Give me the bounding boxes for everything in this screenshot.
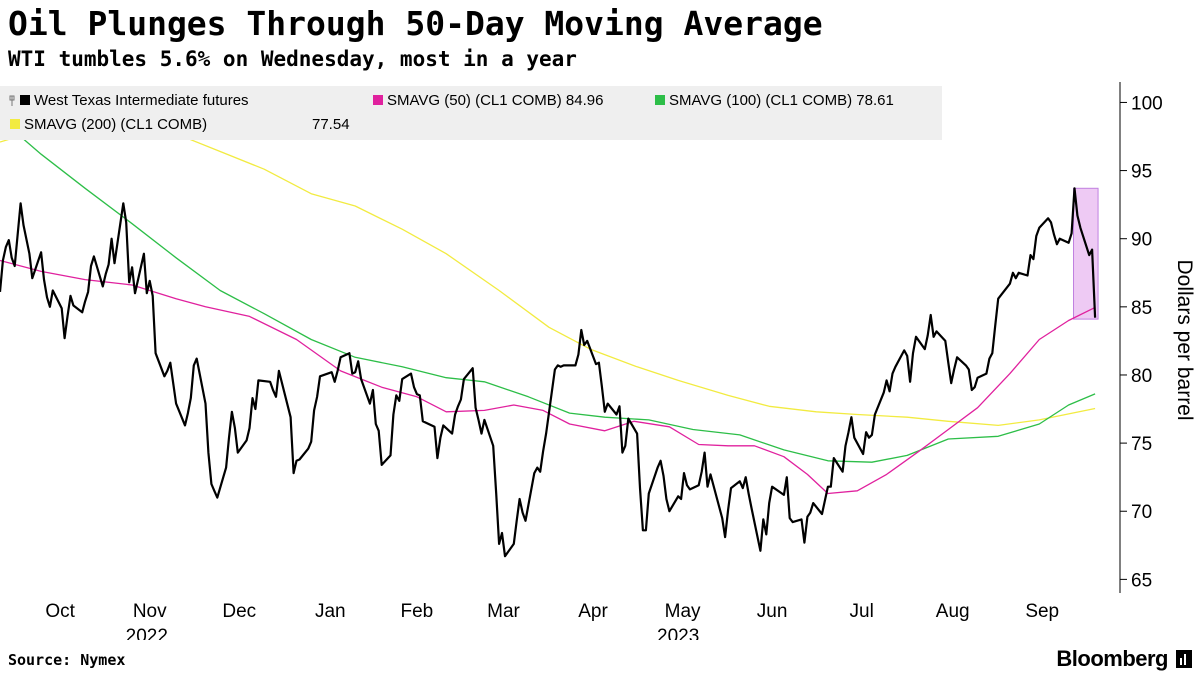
x-tick-label: Oct bbox=[45, 601, 75, 622]
bloomberg-terminal-icon bbox=[1176, 650, 1192, 668]
source-note: Source: Nymex bbox=[8, 651, 126, 669]
chart-subtitle: WTI tumbles 5.6% on Wednesday, most in a… bbox=[8, 47, 577, 71]
x-year-label: 2022 bbox=[126, 626, 168, 640]
x-tick-label: Nov bbox=[133, 601, 167, 622]
legend-label: SMAVG (100) (CL1 COMB) 78.61 bbox=[669, 92, 894, 109]
legend-swatch bbox=[10, 119, 20, 129]
x-tick-label: Mar bbox=[487, 601, 520, 622]
legend-label: SMAVG (50) (CL1 COMB) 84.96 bbox=[387, 92, 603, 109]
y-tick-label: 90 bbox=[1131, 230, 1152, 251]
x-tick-label: Jan bbox=[315, 601, 346, 622]
x-tick-label: Jul bbox=[850, 601, 874, 622]
x-tick-label: Aug bbox=[936, 601, 970, 622]
x-tick-label: Sep bbox=[1025, 601, 1059, 622]
x-tick-label: Feb bbox=[401, 601, 434, 622]
y-tick-label: 80 bbox=[1131, 366, 1152, 387]
x-year-label: 2023 bbox=[657, 626, 699, 640]
brand-name: Bloomberg bbox=[1056, 646, 1168, 671]
series-line-2 bbox=[0, 118, 1096, 463]
y-tick-label: 95 bbox=[1131, 162, 1152, 183]
legend-label: SMAVG (200) (CL1 COMB) bbox=[24, 116, 207, 133]
x-axis: Oct Nov Dec Jan Feb Mar Apr May Jun Jul Aug Sep 2022… bbox=[45, 601, 1059, 640]
x-tick-label: May bbox=[665, 601, 701, 622]
y-tick-label: 85 bbox=[1131, 298, 1152, 319]
legend-swatch bbox=[655, 95, 665, 105]
y-axis: 65 70 75 80 85 90 95 100 bbox=[1119, 82, 1163, 593]
series-line-0 bbox=[0, 187, 1097, 558]
legend-label: West Texas Intermediate futures bbox=[34, 92, 249, 109]
x-tick-label: Dec bbox=[222, 601, 256, 622]
line-chart: 65 70 75 80 85 90 95 100 Oct Nov Dec Jan Feb Mar Apr M… bbox=[0, 82, 1196, 640]
y-tick-label: 70 bbox=[1131, 502, 1152, 523]
x-tick-label: Jun bbox=[757, 601, 788, 622]
x-tick-label: Apr bbox=[578, 601, 608, 622]
y-tick-label: 75 bbox=[1131, 434, 1152, 455]
chart-title: Oil Plunges Through 50-Day Moving Averag… bbox=[8, 4, 823, 43]
legend-swatch bbox=[373, 95, 383, 105]
y-tick-label: 65 bbox=[1131, 570, 1152, 591]
bloomberg-logo: Bloomberg bbox=[1056, 646, 1192, 672]
legend: West Texas Intermediate futures SMAVG (50… bbox=[0, 86, 942, 140]
legend-swatch bbox=[20, 95, 30, 105]
legend-background bbox=[0, 86, 942, 140]
series-line-1 bbox=[0, 259, 1096, 495]
legend-value: 77.54 bbox=[312, 116, 350, 133]
series-layer bbox=[0, 118, 1097, 558]
y-axis-label: Dollars per barrel bbox=[1173, 259, 1196, 420]
series-line-3 bbox=[0, 123, 1096, 427]
legend-marker-box-icon bbox=[9, 95, 15, 101]
y-tick-label: 100 bbox=[1131, 93, 1163, 114]
